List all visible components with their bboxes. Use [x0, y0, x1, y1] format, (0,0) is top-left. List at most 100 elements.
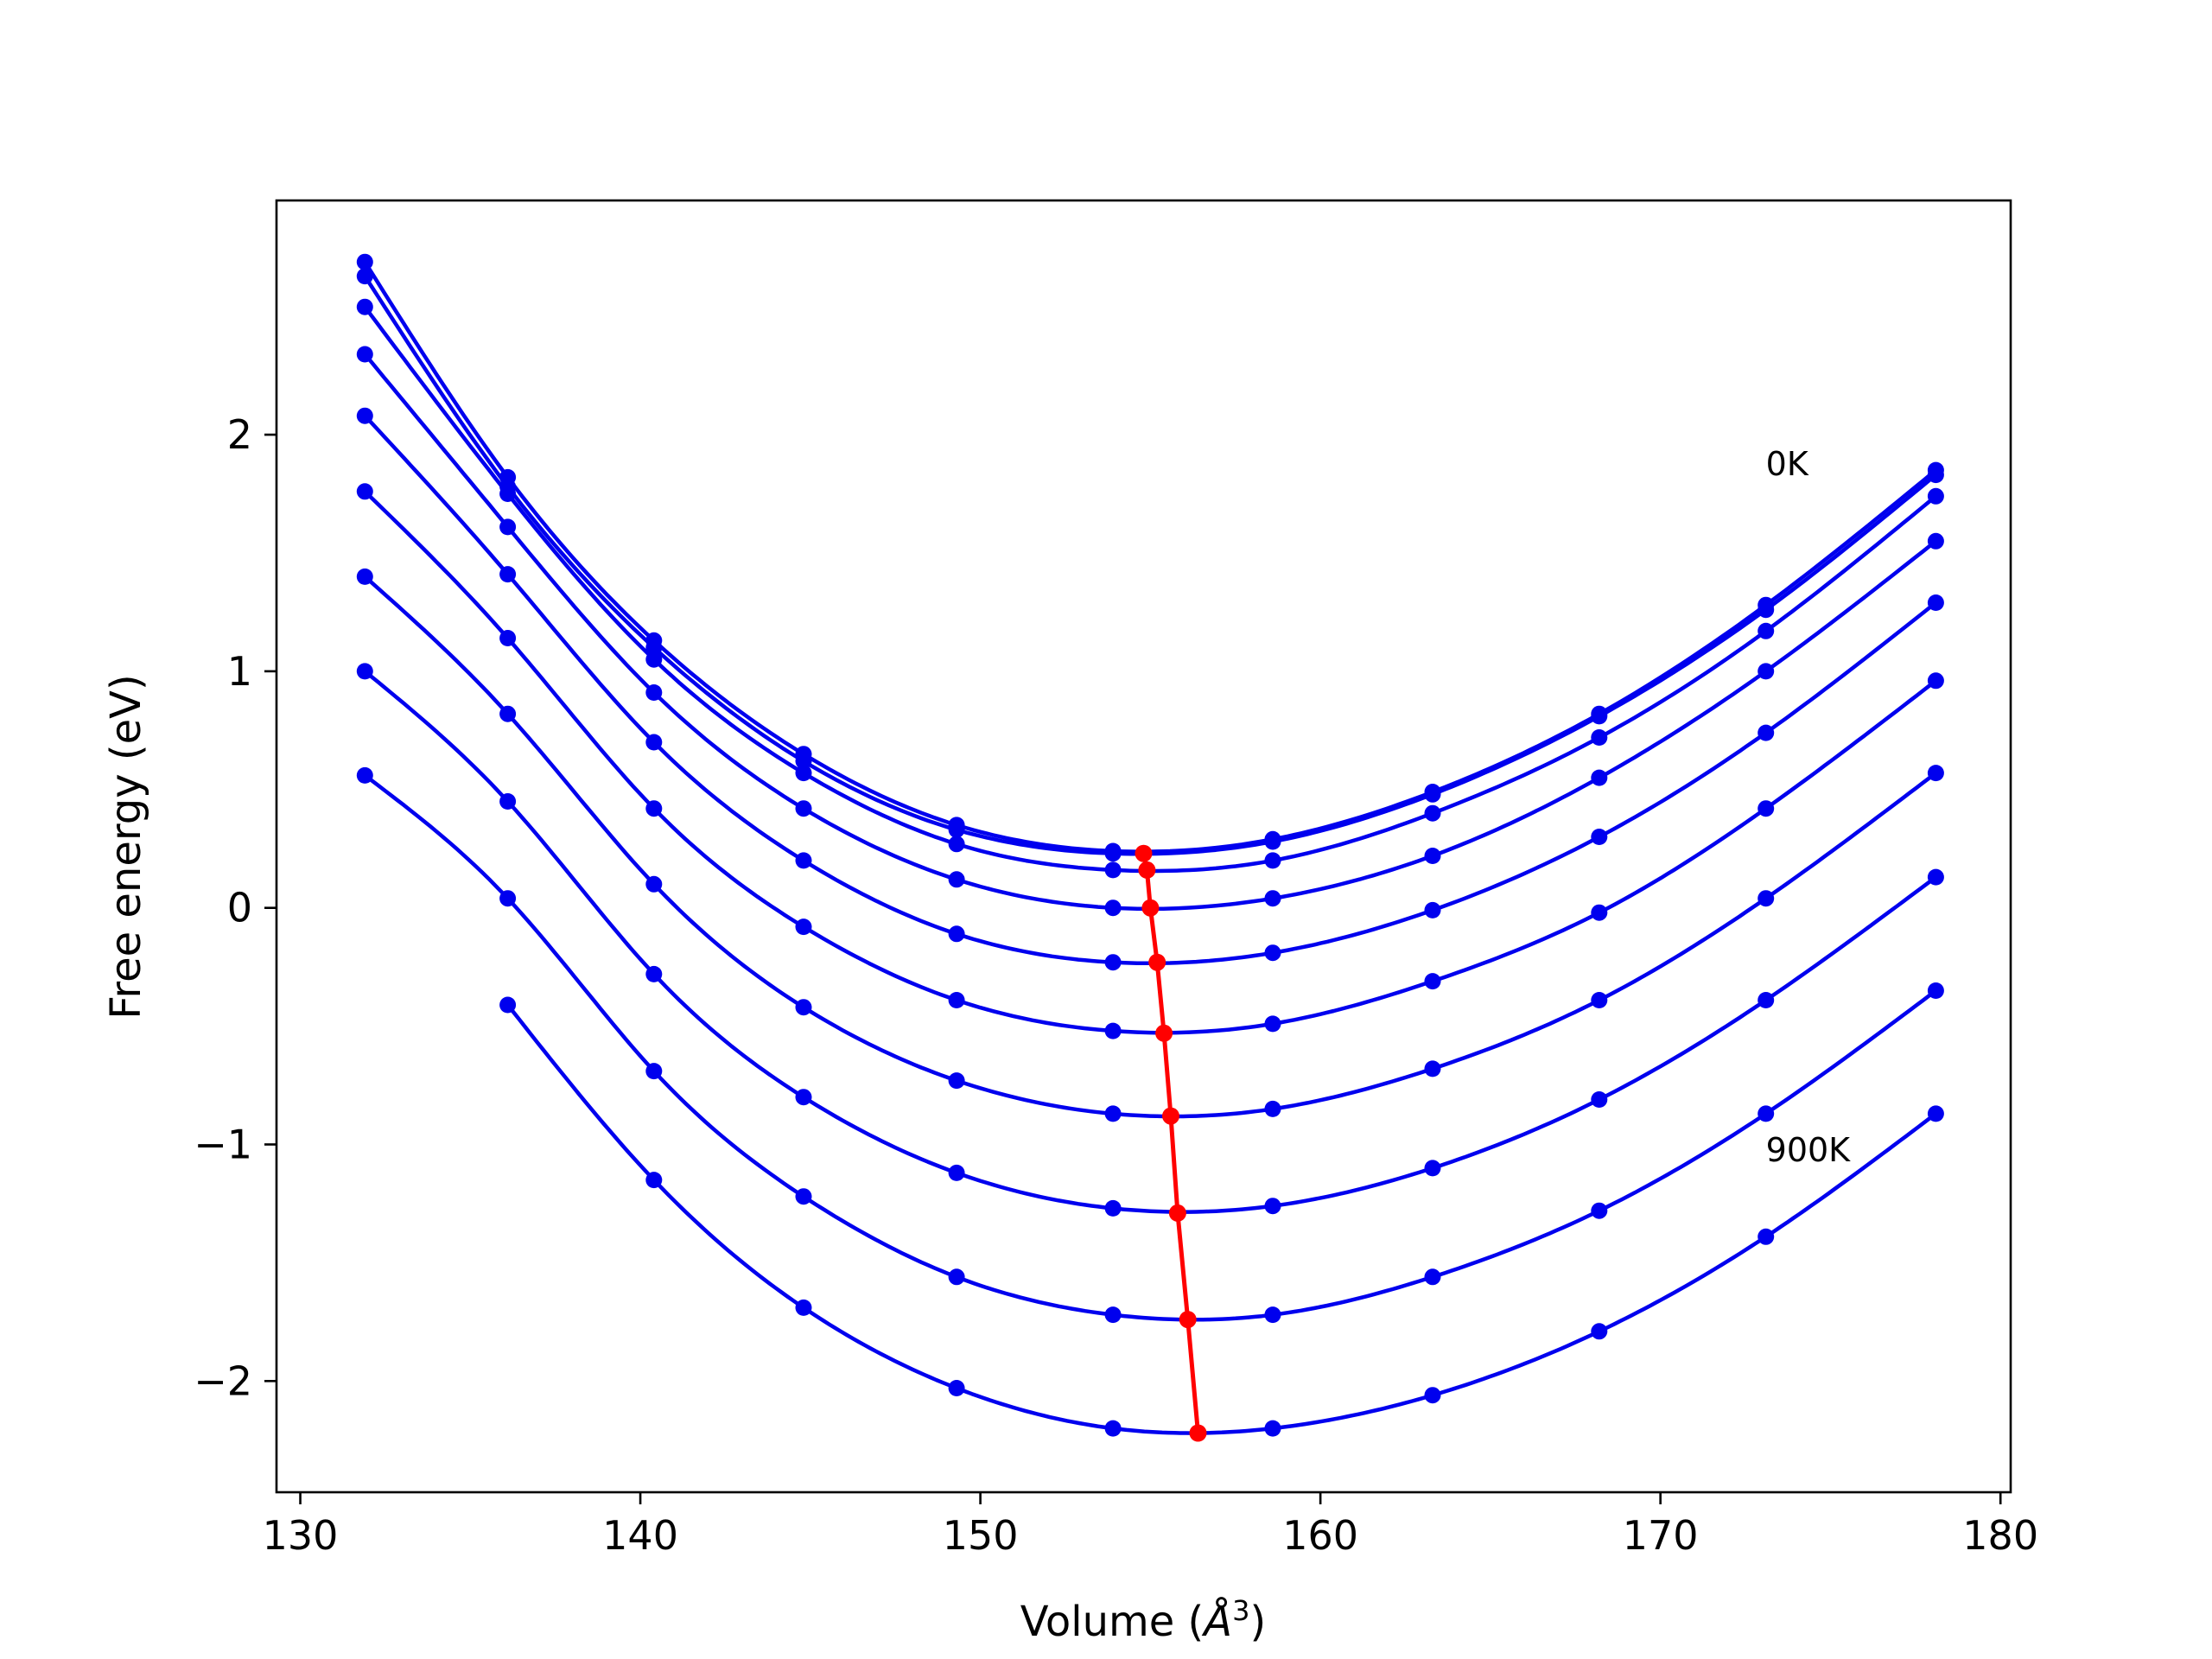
- series-4-point: [1104, 899, 1122, 917]
- y-axis-label: Free energy (eV): [102, 674, 150, 1019]
- series-10-point: [1927, 1105, 1944, 1122]
- series-5-point: [1927, 594, 1944, 611]
- series-3-point: [1424, 804, 1441, 822]
- axes-frame: [275, 199, 2012, 1494]
- x-axis-label-text: Volume (: [1020, 1598, 1205, 1646]
- series-4-point: [645, 684, 663, 701]
- series-3-point: [1758, 622, 1775, 639]
- series-9-line: [363, 773, 1937, 1322]
- series-2-point: [356, 268, 373, 285]
- series-6-point: [1591, 904, 1608, 921]
- series-4-point: [1424, 848, 1441, 864]
- series-7-point: [1264, 1100, 1281, 1117]
- series-9-point: [1927, 982, 1944, 999]
- minimum-point: [1135, 844, 1153, 862]
- series-8-point: [1104, 1199, 1122, 1217]
- series-2-point: [795, 753, 812, 770]
- series-6-point: [356, 483, 373, 500]
- series-8-point: [645, 965, 663, 982]
- series-8-line: [363, 670, 1937, 1214]
- series-9-point: [645, 1063, 663, 1080]
- x-axis-label-unit: Å: [1201, 1597, 1232, 1646]
- series-6-point: [948, 992, 965, 1008]
- series-10-point: [795, 1299, 812, 1316]
- minimum-point: [1141, 899, 1160, 917]
- series-9-point: [948, 1268, 965, 1286]
- series-7-point: [948, 1072, 965, 1090]
- minimum-point: [1138, 861, 1156, 879]
- series-8-point: [1758, 992, 1775, 1008]
- series-5-point: [1264, 944, 1281, 962]
- x-axis-label-sup: 3: [1232, 1594, 1249, 1627]
- series-7-line: [363, 575, 1937, 1119]
- series-5-point: [356, 407, 373, 424]
- series-7-point: [499, 705, 517, 722]
- series-3-point: [1104, 861, 1122, 879]
- series-8: [356, 663, 1944, 1217]
- series-6-point: [645, 800, 663, 817]
- series-3-point: [1927, 487, 1944, 505]
- series-7-point: [356, 568, 373, 585]
- series-10-point: [1264, 1420, 1281, 1437]
- series-9-point: [356, 766, 373, 784]
- series-2-point: [948, 821, 965, 838]
- series-7-point: [1424, 1060, 1441, 1077]
- y-tick-label: 0: [227, 885, 252, 931]
- series-3-point: [948, 836, 965, 853]
- series-7-point: [795, 999, 812, 1016]
- series-2-point: [1591, 708, 1608, 725]
- series-5-point: [1591, 829, 1608, 845]
- series-5-point: [795, 852, 812, 869]
- series-2-point: [1104, 845, 1122, 862]
- series-5-point: [1758, 724, 1775, 741]
- series-8-point: [1591, 1091, 1608, 1108]
- series-8-point: [1927, 868, 1944, 886]
- series-3-point: [356, 298, 373, 315]
- y-tick-label: 2: [227, 411, 252, 458]
- series-8-point: [356, 663, 373, 680]
- series-4-point: [1758, 663, 1775, 680]
- annotation-layer: 0K 900K: [1766, 445, 1852, 1169]
- series-4-point: [1591, 769, 1608, 786]
- series-10-point: [1758, 1228, 1775, 1245]
- series-9-point: [1104, 1306, 1122, 1324]
- minimum-point: [1162, 1107, 1179, 1125]
- minimum-point: [1148, 953, 1166, 971]
- x-tick-label: 180: [1962, 1512, 2038, 1559]
- series-5-point: [948, 925, 965, 943]
- series-7-point: [1927, 765, 1944, 782]
- temperature-annotation: 0K: [1766, 445, 1809, 483]
- series-10-point: [1591, 1323, 1608, 1340]
- series-2-point: [1264, 833, 1281, 850]
- series-3-point: [499, 486, 517, 502]
- series-4-point: [795, 800, 812, 817]
- x-tick-label: 130: [263, 1512, 339, 1559]
- series-10-point: [1104, 1420, 1122, 1437]
- series-9-point: [499, 890, 517, 907]
- minimum-point: [1179, 1311, 1197, 1329]
- series-10-line: [505, 1003, 1937, 1435]
- series-6-point: [795, 918, 812, 936]
- series-2-point: [1424, 785, 1441, 803]
- series-2-point: [1758, 601, 1775, 619]
- series-3-point: [645, 651, 663, 668]
- series-6: [356, 483, 1944, 1039]
- series-1-point: [356, 253, 373, 270]
- series-7: [356, 568, 1944, 1122]
- series-4-point: [948, 871, 965, 888]
- series-5-point: [645, 734, 663, 751]
- y-tick-label: −1: [194, 1122, 252, 1168]
- series-9-point: [1424, 1268, 1441, 1286]
- x-tick-label: 140: [602, 1512, 678, 1559]
- minimum-point: [1168, 1204, 1186, 1222]
- series-7-point: [1591, 992, 1608, 1008]
- series-6-point: [499, 630, 517, 646]
- series-9-point: [1591, 1202, 1608, 1219]
- series-10-point: [1424, 1387, 1441, 1404]
- series-8-point: [1264, 1198, 1281, 1215]
- x-axis-label-close: ): [1249, 1598, 1266, 1646]
- series-5-point: [499, 566, 517, 583]
- x-axis: 130 140 150 160 170 180: [263, 1492, 2038, 1559]
- series-6-point: [1264, 1015, 1281, 1033]
- minimum-point: [1189, 1424, 1207, 1442]
